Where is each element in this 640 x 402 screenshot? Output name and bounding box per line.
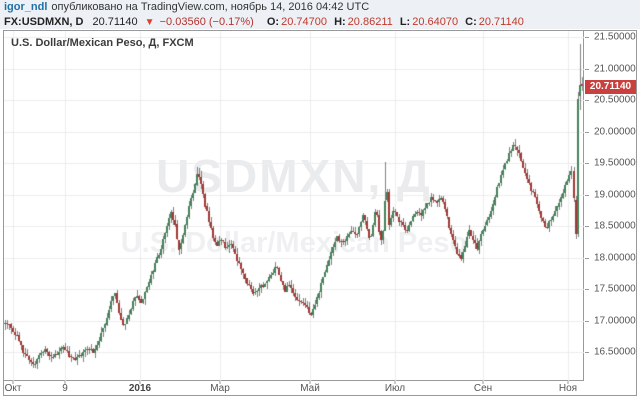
x-tick-mark — [12, 381, 14, 384]
publish-line: igor_ndl опубликовано на TradingView.com,… — [4, 1, 640, 14]
username-link[interactable]: igor_ndl — [4, 1, 48, 13]
x-tick-label: 2016 — [128, 383, 152, 394]
x-tick-label: Сен — [473, 383, 493, 394]
price-axis[interactable]: 20.71140 21.50000 21.00000 20.50000 20.0000… — [585, 31, 636, 381]
y-tick-label: 20.50000 — [594, 94, 636, 106]
price-chart-plot[interactable]: USDMXN, Д U.S. Dollar/Mexican Peso U.S. … — [4, 31, 584, 381]
close-value: 20.71140 — [478, 16, 524, 28]
y-tick-label: 21.00000 — [594, 63, 636, 74]
publish-header: igor_ndl опубликовано на TradingView.com,… — [0, 0, 640, 29]
x-tick-mark — [482, 381, 484, 384]
x-tick-mark — [567, 381, 569, 384]
y-tick-mark — [585, 68, 589, 70]
y-tick-mark — [585, 320, 589, 322]
y-tick-mark — [585, 352, 589, 353]
x-tick-mark — [64, 381, 66, 384]
y-tick-mark — [585, 163, 589, 164]
y-tick-mark — [585, 37, 589, 38]
y-tick-label: 16.50000 — [594, 346, 636, 358]
chart-legend: U.S. Dollar/Mexican Peso, Д, FXCM — [11, 37, 194, 49]
open-label: O: — [266, 16, 280, 28]
y-tick-label: 17.00000 — [594, 315, 636, 326]
y-tick-mark — [585, 226, 589, 227]
x-tick-mark — [309, 381, 311, 384]
price-change: −0.03560 (−0.17%) — [159, 16, 254, 28]
arrow-down-icon: ▼ — [144, 17, 155, 28]
y-tick-mark — [585, 194, 589, 196]
chart-widget: USDMXN, Д U.S. Dollar/Mexican Peso U.S. … — [3, 30, 637, 396]
candlestick-canvas[interactable] — [4, 31, 584, 381]
low-value: 20.64070 — [412, 16, 459, 28]
x-tick-mark — [219, 381, 221, 384]
y-tick-mark — [585, 131, 589, 133]
y-tick-label: 20.00000 — [594, 126, 636, 137]
low-label: L: — [399, 16, 411, 28]
close-label: C: — [465, 16, 477, 28]
current-price-tag: 20.71140 — [585, 79, 636, 94]
y-tick-mark — [585, 289, 589, 290]
y-tick-label: 21.50000 — [594, 31, 636, 43]
y-tick-mark — [585, 257, 589, 259]
x-tick-label: Окт — [4, 383, 22, 394]
y-tick-label: 19.50000 — [594, 157, 636, 169]
last-price: 20.71140 — [92, 16, 138, 28]
x-tick-label: Июл — [384, 383, 406, 394]
y-tick-label: 19.00000 — [594, 189, 636, 200]
symbol-label: FX:USDMXN, D — [4, 16, 84, 28]
y-tick-label: 18.50000 — [594, 220, 636, 232]
open-value: 20.74700 — [281, 16, 327, 28]
x-tick-label: 9 — [62, 383, 68, 394]
x-tick-mark — [139, 381, 141, 384]
y-tick-label: 17.50000 — [594, 283, 636, 295]
high-label: H: — [334, 16, 346, 28]
x-tick-label: Май — [300, 383, 320, 394]
high-value: 20.86211 — [347, 16, 393, 28]
time-axis[interactable]: Окт 9 2016 Мар Май Июл Сен Ноя — [4, 381, 636, 395]
x-tick-mark — [394, 381, 396, 384]
quote-line: FX:USDMXN, D 20.71140 ▼ −0.03560 (−0.17%… — [4, 15, 640, 29]
y-tick-label: 18.00000 — [594, 252, 636, 263]
published-text: опубликовано на TradingView.com, ноябрь … — [51, 1, 370, 13]
x-tick-label: Ноя — [558, 383, 578, 394]
x-tick-label: Мар — [210, 383, 230, 394]
y-tick-mark — [585, 100, 589, 101]
